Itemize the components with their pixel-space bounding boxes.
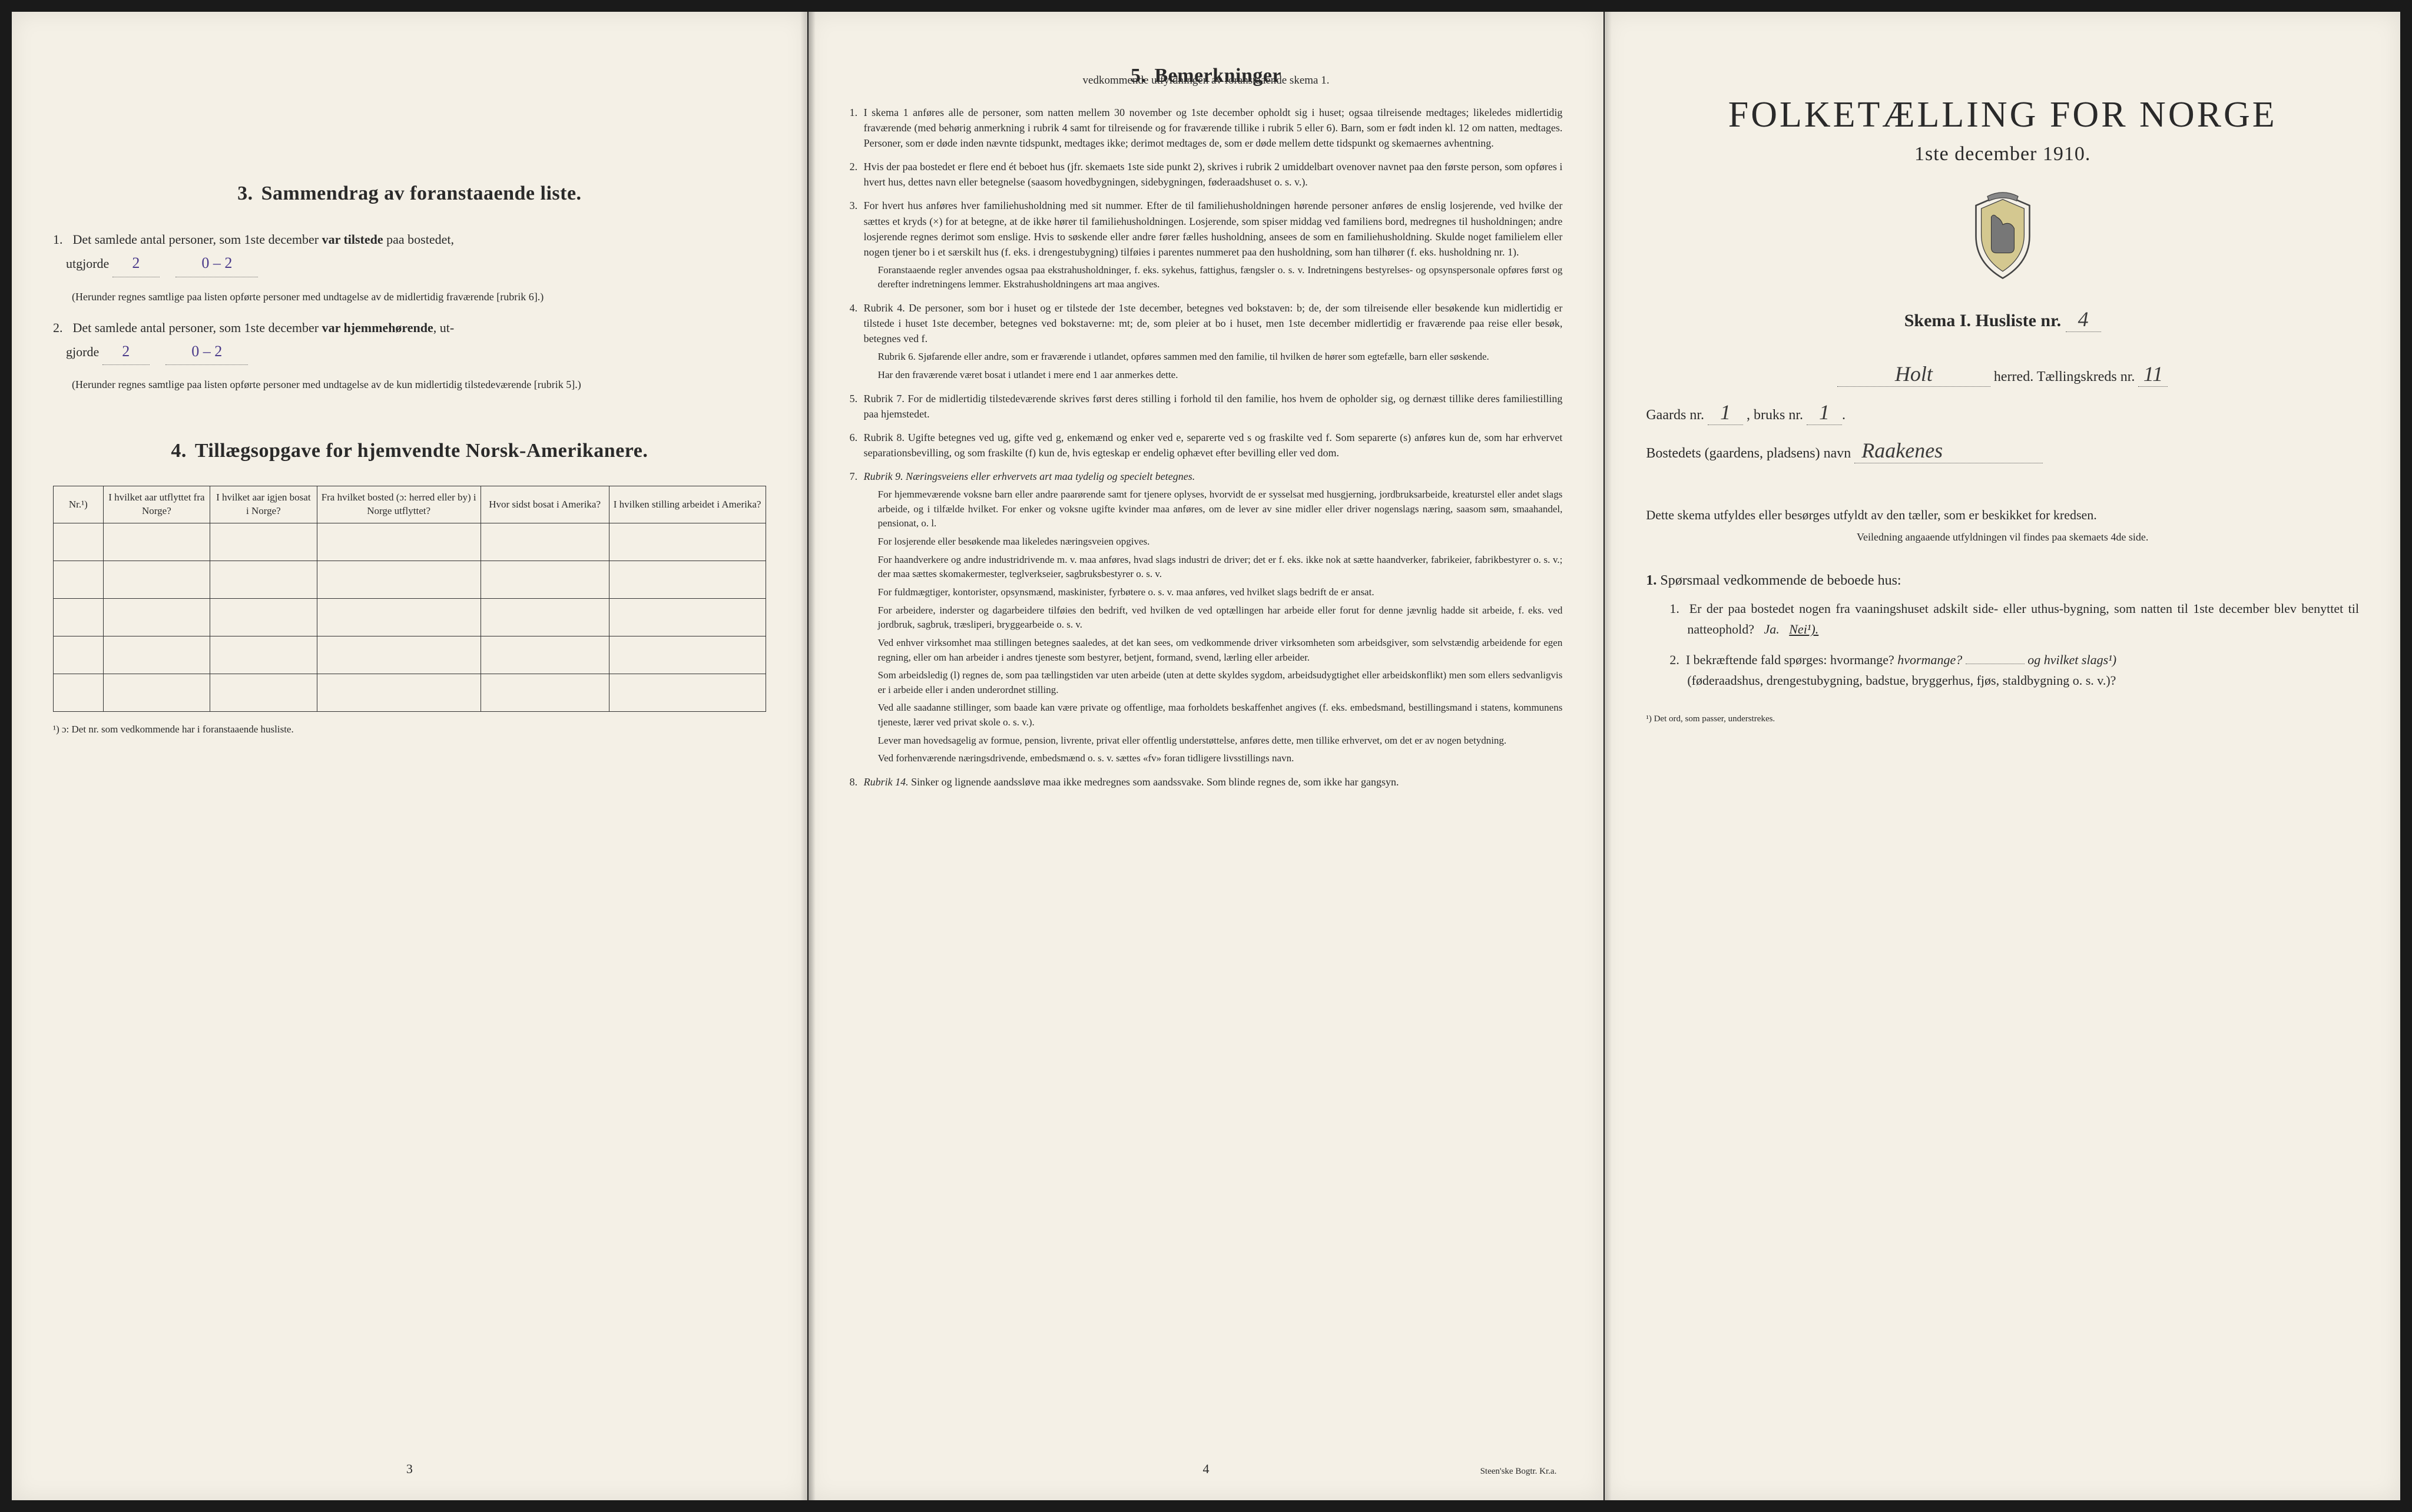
table-row bbox=[54, 523, 766, 561]
th-utflyttet: I hvilket aar utflyttet fra Norge? bbox=[103, 486, 210, 523]
page-title-page: FOLKETÆLLING FOR NORGE 1ste december 191… bbox=[1605, 12, 2400, 1500]
fill-hjemme-b: 0 – 2 bbox=[165, 339, 248, 365]
bosted-line: Bostedets (gaardens, pladsens) navn Raak… bbox=[1646, 438, 2359, 463]
table-row bbox=[54, 674, 766, 712]
rule-6: 6.Rubrik 8. Ugifte betegnes ved ug, gift… bbox=[850, 430, 1563, 460]
herred-fill: Holt bbox=[1837, 362, 1990, 387]
kreds-nr: 11 bbox=[2138, 362, 2168, 387]
page-3: 3.Sammendrag av foranstaaende liste. 1. … bbox=[12, 12, 807, 1500]
item-1: 1. Det samlede antal personer, som 1ste … bbox=[53, 228, 766, 277]
table-row bbox=[54, 599, 766, 636]
instructions-small: Veiledning angaaende utfyldningen vil fi… bbox=[1646, 531, 2359, 543]
table-row bbox=[54, 636, 766, 674]
section-4-title: 4.Tillægsopgave for hjemvendte Norsk-Ame… bbox=[53, 440, 766, 462]
th-stilling: I hvilken stilling arbeidet i Amerika? bbox=[609, 486, 766, 523]
th-fra-bosted: Fra hvilket bosted (ɔ: herred eller by) … bbox=[317, 486, 481, 523]
document-spread: 3.Sammendrag av foranstaaende liste. 1. … bbox=[12, 12, 2400, 1500]
rule-2: 2.Hvis der paa bostedet er flere end ét … bbox=[850, 159, 1563, 190]
th-amerika-bosat: Hvor sidst bosat i Amerika? bbox=[481, 486, 609, 523]
th-igjen: I hvilket aar igjen bosat i Norge? bbox=[210, 486, 317, 523]
printer-mark: Steen'ske Bogtr. Kr.a. bbox=[1480, 1467, 1557, 1477]
rule-3: 3.For hvert hus anføres hver familiehush… bbox=[850, 198, 1563, 292]
page-number: 3 bbox=[406, 1461, 413, 1477]
gaards-line: Gaards nr. 1 , bruks nr. 1. bbox=[1646, 400, 2359, 425]
question-1: 1. Er der paa bostedet nogen fra vaaning… bbox=[1669, 598, 2359, 639]
question-heading: 1. Spørsmaal vedkommende de beboede hus: bbox=[1646, 573, 2359, 589]
section-5-subtitle: vedkommende utfyldningen av foranstaaend… bbox=[850, 74, 1563, 87]
section-3-title: 3.Sammendrag av foranstaaende liste. bbox=[53, 183, 766, 205]
fill-tilstede-b: 0 – 2 bbox=[175, 250, 258, 277]
rule-1: 1.I skema 1 anføres alle de personer, so… bbox=[850, 105, 1563, 151]
page-4: 5.Bemerkninger vedkommende utfyldningen … bbox=[809, 12, 1604, 1500]
fill-hjemme-a: 2 bbox=[102, 339, 150, 365]
main-title: FOLKETÆLLING FOR NORGE bbox=[1646, 94, 2359, 136]
rule-5: 5.Rubrik 7. For de midlertidig tilstedev… bbox=[850, 391, 1563, 422]
skema-line: Skema I. Husliste nr. 4 bbox=[1646, 307, 2359, 332]
coat-of-arms-icon bbox=[1964, 189, 2041, 283]
note-1: (Herunder regnes samtlige paa listen opf… bbox=[72, 289, 766, 305]
note-2: (Herunder regnes samtlige paa listen opf… bbox=[72, 377, 766, 393]
rules-list: 1.I skema 1 anføres alle de personer, so… bbox=[850, 105, 1563, 790]
item-2: 2. Det samlede antal personer, som 1ste … bbox=[53, 317, 766, 366]
census-date: 1ste december 1910. bbox=[1646, 143, 2359, 165]
footnote-3: ¹) Det ord, som passer, understrekes. bbox=[1646, 714, 2359, 724]
rule-7: 7.Rubrik 9. Næringsveiens eller erhverve… bbox=[850, 469, 1563, 766]
bosted-fill: Raakenes bbox=[1854, 438, 2043, 463]
answer-nei: Nei¹). bbox=[1789, 622, 1818, 636]
fill-tilstede-a: 2 bbox=[112, 250, 160, 277]
gaards-nr: 1 bbox=[1708, 400, 1743, 425]
amerikanere-table: Nr.¹) I hvilket aar utflyttet fra Norge?… bbox=[53, 486, 766, 712]
question-2: 2. I bekræftende fald spørges: hvormange… bbox=[1669, 649, 2359, 691]
table-footnote: ¹) ɔ: Det nr. som vedkommende har i fora… bbox=[53, 724, 766, 735]
herred-line: Holt herred. Tællingskreds nr. 11 bbox=[1646, 362, 2359, 387]
th-nr: Nr.¹) bbox=[54, 486, 104, 523]
page-number: 4 bbox=[1203, 1461, 1210, 1477]
rule-4: 4.Rubrik 4. De personer, som bor i huset… bbox=[850, 300, 1563, 383]
bruks-nr: 1 bbox=[1807, 400, 1842, 425]
husliste-nr: 4 bbox=[2066, 307, 2101, 332]
rule-8: 8.Rubrik 14. Sinker og lignende aandsslø… bbox=[850, 774, 1563, 790]
table-row bbox=[54, 561, 766, 599]
instructions: Dette skema utfyldes eller besørges utfy… bbox=[1646, 505, 2359, 525]
